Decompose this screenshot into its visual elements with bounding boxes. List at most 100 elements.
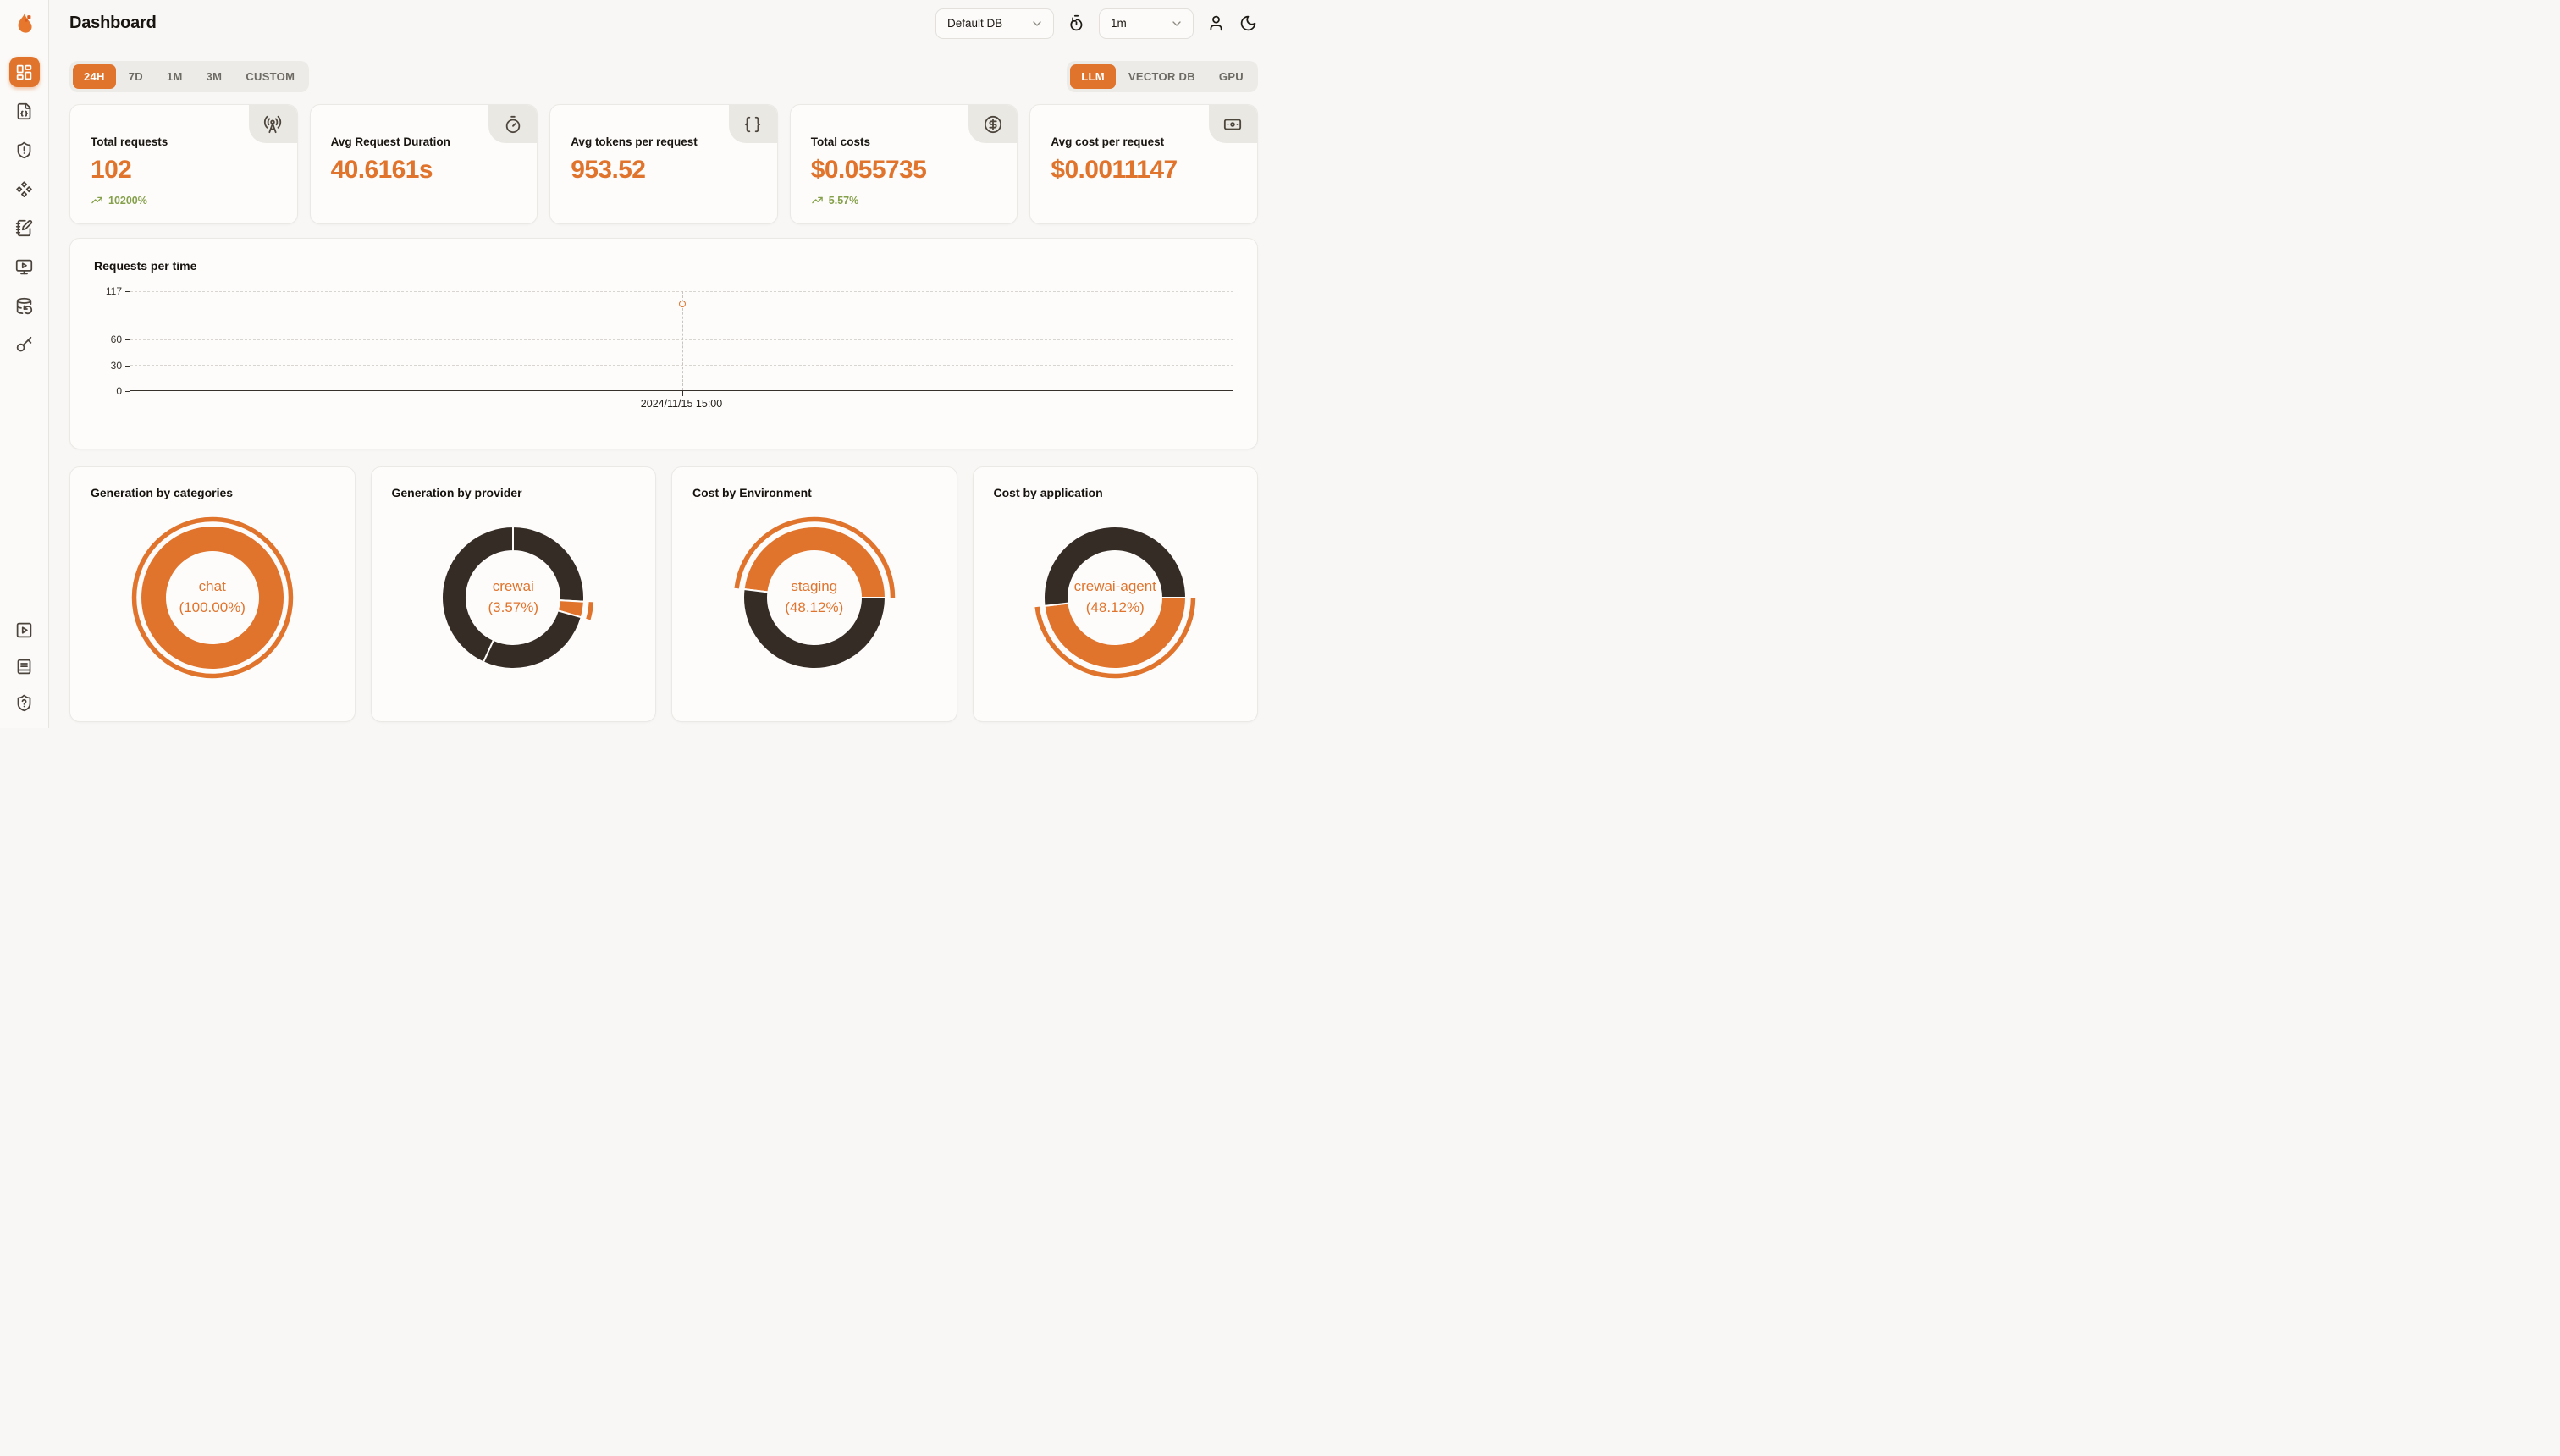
mode-tabs: LLM VECTOR DB GPU bbox=[1067, 61, 1258, 92]
y-axis: 0 30 60 117 bbox=[94, 285, 130, 397]
page-title: Dashboard bbox=[69, 14, 157, 32]
circle-dollar-sign-icon bbox=[968, 105, 1018, 143]
stat-value: 953.52 bbox=[571, 156, 646, 184]
sidebar-item-support[interactable] bbox=[9, 687, 40, 718]
donut-center-line1: chat bbox=[198, 578, 226, 595]
trending-up-icon bbox=[91, 194, 103, 207]
tab-7d[interactable]: 7D bbox=[118, 64, 154, 89]
donut-row: Generation by categories chat (100.00%) Gen… bbox=[69, 466, 1258, 722]
donut-card-generation-by-provider: Generation by provider crewai (3.57%) bbox=[370, 466, 656, 722]
database-backup-icon bbox=[15, 297, 33, 315]
stat-card-avg-cost-per-request: Avg cost per request $0.0011147 bbox=[1029, 104, 1258, 224]
tab-custom[interactable]: CUSTOM bbox=[234, 64, 306, 89]
app-root: Dashboard Default DB 1m bbox=[0, 0, 1280, 728]
sidebar-item-tutorials[interactable] bbox=[9, 615, 40, 645]
donut-center-line2: (100.00%) bbox=[179, 599, 246, 615]
chevron-down-icon bbox=[1030, 17, 1044, 30]
top-bar: Dashboard Default DB 1m bbox=[49, 0, 1280, 47]
filters-row: 24H 7D 1M 3M CUSTOM LLM VECTOR DB GPU bbox=[69, 61, 1258, 92]
crosshair-line bbox=[681, 291, 683, 390]
x-axis-label: 2024/11/15 15:00 bbox=[640, 398, 723, 410]
notebook-pen-icon bbox=[15, 219, 33, 237]
sidebar-item-api-keys[interactable] bbox=[9, 329, 40, 360]
sidebar-item-dashboard[interactable] bbox=[8, 57, 40, 87]
chart-title: Requests per time bbox=[94, 259, 197, 273]
donut-card-generation-by-categories: Generation by categories chat (100.00%) bbox=[69, 466, 356, 722]
donut-center-label: crewai-agent (48.12%) bbox=[1025, 508, 1205, 687]
monitor-play-icon bbox=[15, 258, 33, 276]
banknote-icon bbox=[1208, 105, 1257, 143]
y-axis-label: 0 bbox=[116, 385, 122, 397]
stat-delta-value: 5.57% bbox=[828, 194, 859, 207]
donut-center-label: staging (48.12%) bbox=[725, 508, 904, 687]
donut-wrap: crewai-agent (48.12%) bbox=[1025, 508, 1205, 687]
sidebar bbox=[0, 0, 49, 728]
donut-center-line2: (48.12%) bbox=[785, 599, 844, 615]
braces-icon bbox=[728, 105, 777, 143]
stat-value: 40.6161s bbox=[330, 156, 433, 184]
timer-icon bbox=[488, 105, 538, 143]
tab-24h[interactable]: 24H bbox=[73, 64, 116, 89]
requests-per-time-card: Requests per time 0 30 60 117 2024/11/15 15:… bbox=[69, 238, 1258, 449]
sidebar-item-security[interactable] bbox=[9, 135, 40, 165]
dashboard-content: 24H 7D 1M 3M CUSTOM LLM VECTOR DB GPU Total re… bbox=[49, 47, 1280, 728]
theme-toggle-moon-icon[interactable] bbox=[1239, 14, 1258, 33]
stat-delta: 5.57% bbox=[811, 194, 997, 207]
sidebar-item-playground[interactable] bbox=[9, 251, 40, 282]
time-range-tabs: 24H 7D 1M 3M CUSTOM bbox=[69, 61, 310, 92]
y-axis-label: 117 bbox=[105, 285, 122, 297]
sidebar-nav-bottom bbox=[9, 615, 40, 718]
donut-card-cost-by-application: Cost by application crewai-agent (48.12%) bbox=[972, 466, 1258, 722]
donut-title: Cost by application bbox=[993, 486, 1103, 499]
tab-1m[interactable]: 1M bbox=[156, 64, 194, 89]
donut-card-cost-by-environment: Cost by Environment staging (48.12%) bbox=[671, 466, 957, 722]
stat-value: $0.0011147 bbox=[1051, 156, 1178, 184]
sidebar-item-documentation[interactable] bbox=[9, 651, 40, 681]
component-icon bbox=[15, 180, 33, 198]
stat-value: $0.055735 bbox=[810, 156, 927, 184]
donut-chart bbox=[441, 526, 594, 670]
tab-gpu[interactable]: GPU bbox=[1208, 64, 1255, 89]
sidebar-item-evaluations[interactable] bbox=[9, 212, 40, 243]
database-select-value: Default DB bbox=[947, 17, 1003, 30]
donut-center-line1: crewai bbox=[492, 578, 534, 595]
stat-card-total-costs: Total costs $0.055735 5.57% bbox=[789, 104, 1018, 224]
stat-label: Avg cost per request bbox=[1051, 135, 1165, 148]
radio-tower-icon bbox=[248, 105, 297, 143]
sidebar-item-components[interactable] bbox=[9, 174, 40, 204]
app-logo-flame-icon[interactable] bbox=[12, 11, 37, 36]
stat-label: Avg tokens per request bbox=[571, 135, 698, 148]
donut-chart bbox=[734, 516, 895, 670]
sidebar-item-traces[interactable] bbox=[9, 96, 40, 126]
donut-center-line2: (48.12%) bbox=[1085, 599, 1145, 615]
stat-delta: 10200% bbox=[91, 194, 277, 207]
y-axis-label: 60 bbox=[110, 334, 122, 346]
refresh-history-icon[interactable] bbox=[1067, 14, 1086, 33]
tab-3m[interactable]: 3M bbox=[196, 64, 234, 89]
donut-chart bbox=[131, 516, 293, 679]
main-area: Dashboard Default DB 1m bbox=[49, 0, 1280, 728]
sidebar-item-datasets[interactable] bbox=[9, 290, 40, 321]
square-play-icon bbox=[15, 621, 33, 639]
donut-center-line1: crewai-agent bbox=[1073, 578, 1156, 595]
data-point bbox=[678, 301, 686, 307]
trending-up-icon bbox=[811, 194, 824, 207]
x-axis: 2024/11/15 15:00 bbox=[130, 398, 1233, 413]
shield-alert-icon bbox=[15, 141, 33, 159]
donut-center-label: crewai (3.57%) bbox=[423, 508, 603, 687]
stat-card-total-requests: Total requests 102 10200% bbox=[69, 104, 298, 224]
interval-select[interactable]: 1m bbox=[1099, 8, 1194, 39]
header-controls: Default DB 1m bbox=[935, 8, 1258, 39]
tab-vector-db[interactable]: VECTOR DB bbox=[1117, 64, 1206, 89]
donut-center-line1: staging bbox=[791, 578, 838, 595]
user-menu-icon[interactable] bbox=[1206, 14, 1226, 33]
donut-wrap: chat (100.00%) bbox=[123, 508, 302, 687]
stat-card-avg-request-duration: Avg Request Duration 40.6161s bbox=[309, 104, 538, 224]
stat-card-avg-tokens-per-request: Avg tokens per request 953.52 bbox=[549, 104, 778, 224]
tab-llm[interactable]: LLM bbox=[1070, 64, 1116, 89]
donut-title: Generation by provider bbox=[391, 486, 522, 499]
requests-line-chart: 0 30 60 117 2024/11/15 15:00 bbox=[94, 285, 1233, 413]
stat-label: Total requests bbox=[91, 135, 168, 148]
database-select[interactable]: Default DB bbox=[935, 8, 1054, 39]
y-axis-label: 30 bbox=[110, 359, 122, 372]
